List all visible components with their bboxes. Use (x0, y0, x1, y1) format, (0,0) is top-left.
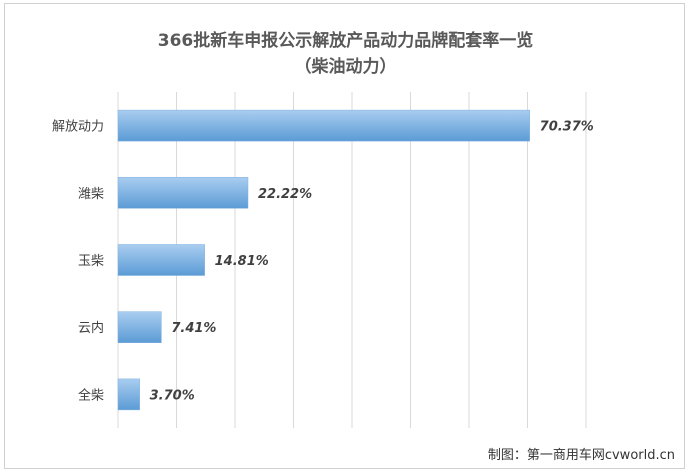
category-label: 云内 (78, 320, 104, 336)
value-label: 22.22% (258, 187, 312, 202)
value-label: 7.41% (171, 321, 216, 336)
category-label: 全柴 (78, 387, 104, 403)
gridlines (117, 92, 587, 428)
bar-2 (117, 244, 205, 276)
category-label: 玉柴 (78, 254, 104, 269)
chart-title: 366批新车申报公示解放产品动力品牌配套率一览 (157, 31, 534, 51)
bar-1 (117, 177, 249, 209)
value-labels: 70.37% 22.22% 14.81% 7.41% 3.70% (150, 120, 594, 404)
category-label: 潍柴 (78, 187, 104, 202)
value-label: 70.37% (540, 120, 594, 135)
chart-subtitle: （柴油动力） (294, 57, 397, 77)
chart-credit: 制图：第一商用车网cvworld.cn (487, 448, 675, 463)
value-label: 3.70% (150, 388, 195, 403)
bar-3 (117, 311, 162, 343)
category-label: 解放动力 (52, 120, 104, 135)
bar-0 (117, 109, 530, 142)
bar-4 (117, 378, 140, 411)
bars (117, 109, 530, 411)
value-label: 14.81% (215, 254, 269, 269)
